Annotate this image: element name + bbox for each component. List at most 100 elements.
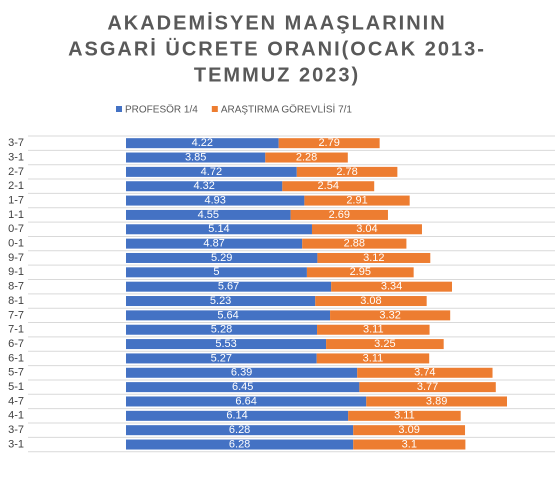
- data-label: 6.14: [226, 410, 247, 422]
- data-label: 5.53: [215, 338, 236, 350]
- bar-segment: [126, 152, 266, 163]
- bar-segment: [296, 166, 398, 177]
- bar-segment: [278, 138, 380, 149]
- bar-segment: [353, 425, 466, 436]
- bar-segment: [126, 267, 307, 278]
- data-label: 5.29: [211, 252, 232, 264]
- bar-segment: [353, 439, 466, 450]
- data-label: 2.91: [346, 194, 367, 206]
- bar-segment: [304, 195, 410, 206]
- data-label: 3.77: [417, 381, 438, 393]
- data-label: 2.95: [350, 266, 371, 278]
- bar-segment: [317, 252, 431, 263]
- bar-segment: [126, 439, 354, 450]
- y-tick-label: 1-7: [8, 194, 24, 206]
- data-label: 4.32: [193, 180, 214, 192]
- data-label: 6.64: [235, 395, 256, 407]
- y-tick-label: 5-1: [8, 381, 24, 393]
- bar-segment: [126, 425, 354, 436]
- legend-label: ARAŞTIRMA GÖREVLİSİ 7/1: [221, 103, 353, 116]
- chart-title: AKADEMİSYEN MAAŞLARININ: [107, 11, 446, 34]
- data-label: 3.32: [379, 309, 400, 321]
- bar-segment: [366, 396, 507, 407]
- data-label: 3.11: [363, 324, 384, 336]
- bar-segment: [126, 410, 349, 421]
- bar-segment: [326, 339, 444, 350]
- bar-segment: [126, 353, 317, 364]
- bar-segment: [290, 209, 388, 220]
- legend-swatch: [211, 106, 218, 112]
- data-label: 3.85: [185, 151, 206, 163]
- bar-segment: [126, 138, 279, 149]
- bar-segment: [265, 152, 348, 163]
- data-label: 2.69: [329, 209, 350, 221]
- data-label: 4.72: [201, 166, 222, 178]
- y-tick-label: 6-7: [8, 338, 24, 350]
- y-tick-label: 4-1: [8, 410, 24, 422]
- bar-segment: [126, 224, 312, 235]
- bar-segment: [126, 166, 297, 177]
- y-tick-label: 0-1: [8, 238, 24, 250]
- data-label: 5.67: [218, 281, 239, 293]
- bar-segment: [126, 367, 358, 378]
- bar-segment: [331, 281, 453, 292]
- data-label: 3.25: [374, 338, 395, 350]
- y-tick-label: 3-1: [8, 151, 24, 163]
- chart-title: TEMMUZ 2023): [194, 64, 360, 86]
- data-label: 4.22: [192, 137, 213, 149]
- bar-segment: [317, 324, 430, 335]
- data-label: 4.93: [204, 194, 225, 206]
- data-label: 4.55: [198, 209, 219, 221]
- legend-label: PROFESÖR 1/4: [125, 104, 198, 116]
- y-tick-label: 5-7: [8, 367, 24, 379]
- y-tick-label: 3-7: [8, 424, 24, 436]
- y-tick-label: 2-7: [8, 166, 24, 178]
- data-label: 3.08: [360, 295, 381, 307]
- data-label: 3.89: [426, 395, 447, 407]
- y-tick-label: 9-7: [8, 252, 24, 264]
- y-tick-label: 7-7: [8, 309, 24, 321]
- data-label: 3.04: [356, 223, 377, 235]
- data-label: 4.87: [203, 238, 224, 250]
- bar-segment: [357, 367, 493, 378]
- chart-title: ASGARİ ÜCRETE ORANI(OCAK 2013-: [68, 37, 486, 60]
- y-tick-label: 4-7: [8, 395, 24, 407]
- data-label: 6.45: [232, 381, 253, 393]
- bar-segment: [126, 281, 332, 292]
- bar-segment: [126, 209, 291, 220]
- bar-segment: [126, 296, 316, 307]
- bar-segment: [348, 410, 461, 421]
- bar-segment: [126, 382, 360, 393]
- y-tick-label: 3-1: [8, 438, 24, 450]
- bar-segment: [126, 339, 327, 350]
- bar-segment: [315, 296, 427, 307]
- data-label: 2.54: [318, 180, 339, 192]
- y-tick-label: 3-7: [8, 137, 24, 149]
- data-label: 5.64: [217, 309, 238, 321]
- data-label: 3.11: [363, 352, 384, 364]
- bar-segment: [311, 224, 422, 235]
- bar-segment: [126, 238, 303, 249]
- y-tick-label: 8-1: [8, 295, 24, 307]
- bar-segment: [126, 310, 331, 321]
- bar-segment: [126, 181, 283, 192]
- bar-segment: [302, 238, 407, 249]
- data-label: 3.74: [414, 367, 435, 379]
- data-label: 6.28: [229, 424, 250, 436]
- data-label: 2.78: [336, 166, 357, 178]
- data-label: 3.12: [363, 252, 384, 264]
- bar-segment: [126, 195, 305, 206]
- y-tick-label: 8-7: [8, 281, 24, 293]
- data-label: 2.28: [296, 151, 317, 163]
- y-tick-label: 7-1: [8, 324, 24, 336]
- bar-segment: [330, 310, 451, 321]
- y-tick-label: 6-1: [8, 352, 24, 364]
- y-tick-label: 9-1: [8, 266, 24, 278]
- legend-swatch: [116, 106, 122, 112]
- data-label: 3.1: [402, 438, 417, 450]
- data-label: 6.39: [231, 367, 252, 379]
- bar-segment: [359, 382, 496, 393]
- data-label: 2.79: [318, 137, 339, 149]
- bar-segment: [306, 267, 414, 278]
